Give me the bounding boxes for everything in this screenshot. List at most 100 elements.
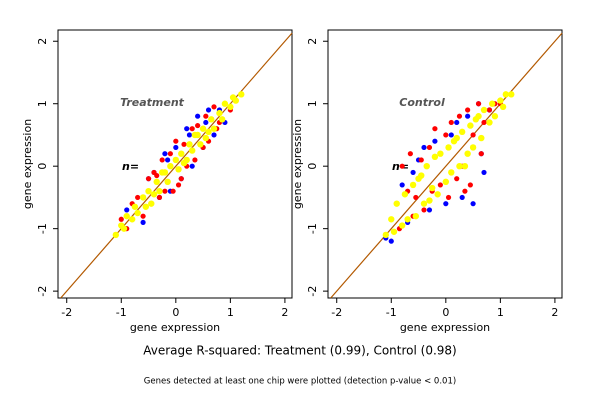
point [426, 207, 433, 213]
point [486, 119, 493, 126]
y-axis-label: gene expression [21, 119, 34, 209]
y-tick-label: 1 [306, 100, 319, 107]
point [409, 181, 417, 189]
point [188, 147, 196, 154]
point [442, 178, 450, 186]
point [202, 134, 210, 142]
point [398, 222, 406, 229]
point [390, 228, 398, 235]
point [426, 197, 433, 204]
point [499, 103, 507, 111]
x-axis-label: gene expression [130, 321, 220, 334]
point [156, 194, 163, 201]
identity-line [60, 32, 293, 299]
point [448, 169, 455, 176]
point [172, 156, 180, 164]
point [461, 162, 469, 170]
point [142, 203, 150, 210]
point [432, 138, 438, 144]
point [426, 144, 433, 151]
point [189, 163, 195, 169]
point [158, 169, 166, 176]
point [128, 216, 136, 223]
point [192, 157, 198, 163]
point [178, 176, 184, 182]
point [195, 122, 201, 129]
point [131, 203, 139, 210]
annotation: n= [122, 160, 139, 173]
point [407, 151, 413, 157]
point [404, 216, 411, 223]
point [497, 97, 504, 104]
point [123, 212, 130, 220]
x-tick-label: -1 [386, 306, 397, 319]
footnote: Genes detected at least one chip were pl… [144, 377, 456, 387]
point [150, 191, 158, 198]
point [181, 141, 187, 147]
x-tick-label: 2 [551, 306, 558, 319]
point [428, 184, 436, 192]
point [148, 200, 155, 207]
point [124, 207, 130, 213]
point [134, 209, 141, 217]
point [458, 128, 466, 136]
point [410, 169, 416, 176]
point [173, 144, 179, 151]
point [156, 187, 163, 195]
point [448, 119, 454, 126]
point [478, 151, 484, 157]
point [401, 191, 409, 198]
point [238, 91, 245, 98]
point [508, 91, 515, 98]
x-tick-label: 1 [497, 306, 504, 319]
point [480, 106, 488, 114]
point [154, 172, 160, 179]
point [399, 163, 405, 169]
point [139, 194, 147, 201]
identity-line [330, 32, 563, 299]
y-tick-label: 0 [36, 163, 49, 170]
point [462, 188, 468, 194]
point [180, 159, 188, 167]
point [456, 162, 463, 170]
point [218, 116, 226, 123]
point [459, 194, 465, 201]
point [488, 100, 496, 107]
point [481, 169, 487, 176]
point [443, 132, 449, 138]
point [203, 113, 209, 119]
y-tick-label: -2 [306, 286, 319, 297]
point [469, 144, 477, 151]
point [445, 144, 452, 151]
point [481, 119, 487, 126]
point [454, 176, 460, 182]
point [210, 125, 218, 132]
point [165, 157, 171, 163]
point [205, 128, 212, 136]
point [135, 194, 141, 201]
point [167, 162, 174, 170]
x-tick-label: 0 [172, 306, 179, 319]
point [140, 219, 146, 226]
panel-title: Treatment [120, 96, 185, 109]
point [470, 132, 476, 138]
caption: Average R-squared: Treatment (0.99), Con… [143, 344, 457, 358]
point [445, 194, 452, 201]
point [120, 225, 128, 232]
plot-frame [327, 29, 563, 299]
point [186, 132, 193, 138]
y-tick-label: -2 [36, 286, 49, 297]
point [420, 200, 428, 207]
point [140, 213, 146, 219]
point [464, 150, 471, 157]
point [189, 126, 195, 132]
point [418, 172, 425, 179]
point [164, 178, 171, 186]
point [399, 182, 405, 188]
point [205, 107, 212, 113]
point [418, 157, 424, 163]
point [467, 122, 474, 129]
point [211, 104, 217, 110]
point [421, 207, 427, 213]
